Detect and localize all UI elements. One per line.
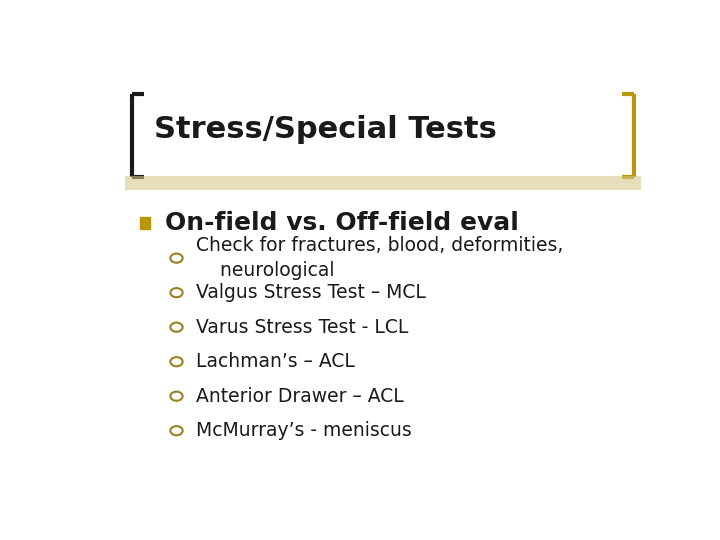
Text: Stress/Special Tests: Stress/Special Tests	[154, 114, 497, 144]
Text: Valgus Stress Test – MCL: Valgus Stress Test – MCL	[196, 283, 426, 302]
Text: On-field vs. Off-field eval: On-field vs. Off-field eval	[166, 211, 519, 235]
Bar	[140, 217, 150, 228]
Text: Varus Stress Test - LCL: Varus Stress Test - LCL	[196, 318, 408, 336]
Text: Anterior Drawer – ACL: Anterior Drawer – ACL	[196, 387, 404, 406]
Text: McMurray’s - meniscus: McMurray’s - meniscus	[196, 421, 412, 440]
Text: Check for fractures, blood, deformities,
    neurological: Check for fractures, blood, deformities,…	[196, 236, 563, 280]
Text: Lachman’s – ACL: Lachman’s – ACL	[196, 352, 355, 371]
